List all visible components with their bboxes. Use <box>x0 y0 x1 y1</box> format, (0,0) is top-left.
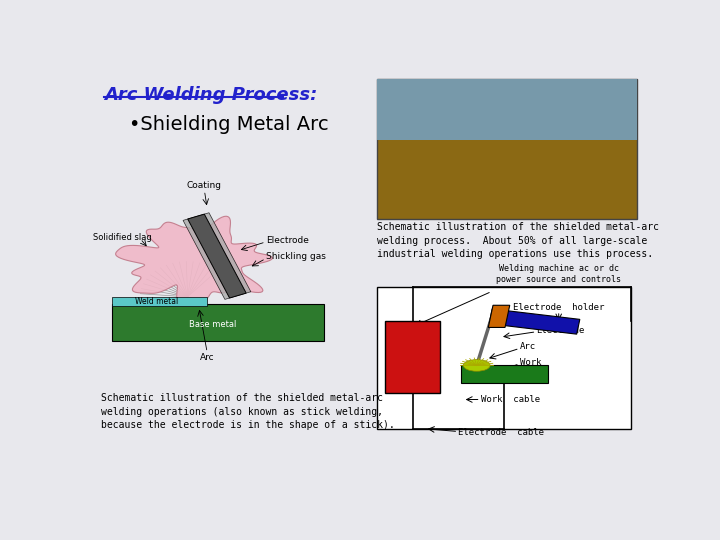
Text: Solidified slag: Solidified slag <box>93 233 151 242</box>
Ellipse shape <box>463 360 490 371</box>
Polygon shape <box>183 213 251 299</box>
Text: Weld metal: Weld metal <box>135 297 178 306</box>
Text: Arc: Arc <box>520 342 536 351</box>
Polygon shape <box>489 309 580 334</box>
FancyBboxPatch shape <box>112 304 324 341</box>
FancyBboxPatch shape <box>377 79 637 140</box>
Text: Schematic illustration of the shielded metal-arc
welding process.  About 50% of : Schematic illustration of the shielded m… <box>377 222 660 259</box>
Text: Schematic illustration of the shielded metal-arc
welding operations (also known : Schematic illustration of the shielded m… <box>101 393 395 430</box>
Text: Electrode: Electrode <box>266 236 309 245</box>
FancyBboxPatch shape <box>377 79 637 219</box>
Text: Coating: Coating <box>187 180 222 190</box>
FancyBboxPatch shape <box>461 366 548 383</box>
Text: •Shielding Metal Arc: •Shielding Metal Arc <box>129 114 329 134</box>
Polygon shape <box>488 305 510 327</box>
Text: Electrode: Electrode <box>536 326 585 335</box>
Text: Welding machine ac or dc
power source and controls: Welding machine ac or dc power source an… <box>496 264 621 285</box>
Text: Base metal: Base metal <box>189 320 236 329</box>
Polygon shape <box>188 214 246 298</box>
Polygon shape <box>116 216 272 309</box>
FancyBboxPatch shape <box>384 321 441 393</box>
Text: Work: Work <box>520 357 541 367</box>
FancyBboxPatch shape <box>112 297 207 306</box>
Text: Electrode  cable: Electrode cable <box>459 428 544 437</box>
Text: Arc: Arc <box>200 354 215 362</box>
Text: Electrode  holder: Electrode holder <box>513 303 604 312</box>
FancyBboxPatch shape <box>377 287 631 429</box>
Text: Work  cable: Work cable <box>481 395 540 404</box>
Text: Shickling gas: Shickling gas <box>266 252 325 261</box>
Text: Arc Welding Process:: Arc Welding Process: <box>104 85 318 104</box>
